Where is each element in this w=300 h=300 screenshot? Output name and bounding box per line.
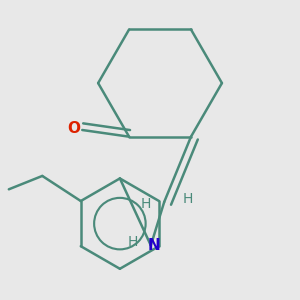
Text: O: O: [68, 121, 80, 136]
Text: N: N: [148, 238, 161, 253]
Text: H: H: [141, 196, 151, 211]
Text: H: H: [127, 235, 138, 249]
Text: H: H: [182, 192, 193, 206]
